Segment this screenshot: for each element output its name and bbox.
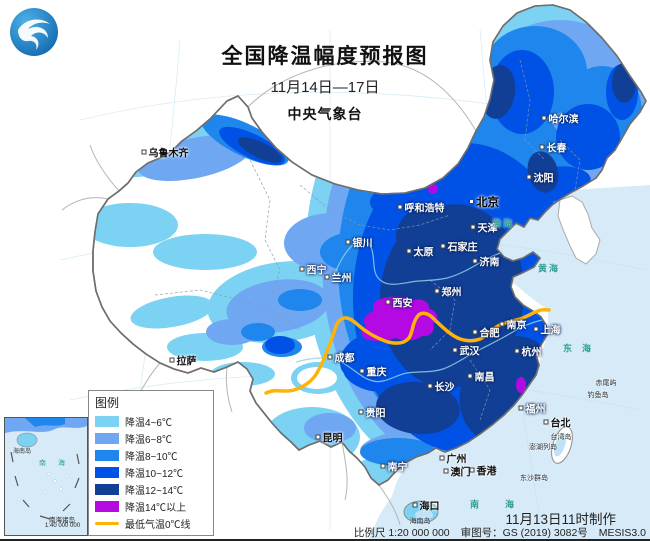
china-border (92, 4, 647, 486)
legend-label: 降温4~6℃ (125, 418, 172, 429)
legend-title: 图例 (95, 396, 120, 410)
review-number: 审图号：GS (2019) 3082号 (460, 527, 588, 539)
legend-item: 降温10~12℃ (95, 464, 207, 481)
system-name: MESIS3.0 (598, 527, 646, 539)
legend-box: 图例 降温4~6℃ 降温6~8℃ 降温8~10℃ 降温10~12℃ 降温12~14℃ 降温… (88, 390, 214, 536)
legend-item: 降温14℃以上 (95, 498, 207, 515)
neighbor-borders (61, 60, 477, 526)
made-at-timestamp: 11月13日11时制作 (505, 512, 616, 527)
islands (403, 426, 573, 524)
cma-logo (8, 6, 60, 58)
legend-label: 降温12~14℃ (125, 486, 184, 497)
legend-rows: 降温4~6℃ 降温6~8℃ 降温8~10℃ 降温10~12℃ 降温12~14℃ 降温14℃… (95, 413, 207, 532)
legend-swatch (95, 433, 119, 444)
legend-item: 降温4~6℃ (95, 413, 207, 430)
legend-label: 降温8~10℃ (125, 452, 178, 463)
legend-item: 降温8~10℃ (95, 447, 207, 464)
legend-swatch (95, 501, 119, 512)
legend-swatch (95, 467, 119, 478)
legend-label: 降温14℃以上 (125, 503, 187, 514)
legend-zero-line-item: 最低气温0℃线 (95, 515, 207, 532)
legend-swatch (95, 450, 119, 461)
legend-swatch (95, 484, 119, 495)
legend-swatch (95, 416, 119, 427)
rivers (295, 239, 543, 383)
sea-area (368, 185, 650, 539)
legend-item: 降温6~8℃ (95, 430, 207, 447)
inset-map (5, 418, 87, 535)
scale-note: 比例尺 1:20 000 000 (353, 527, 450, 539)
legend-label: 降温6~8℃ (125, 435, 172, 446)
legend-zero-line-label: 最低气温0℃线 (125, 520, 191, 531)
zero-degree-line (264, 308, 551, 395)
korea-land (557, 195, 601, 265)
footer-line: 比例尺 1:20 000 000 审图号：GS (2019) 3082号 MES… (346, 525, 646, 539)
legend-label: 降温10~12℃ (125, 469, 184, 480)
legend-zero-line-swatch (95, 522, 119, 525)
south-china-sea-inset: 海南岛 南 海 南海诸岛 1:40 000 000 (4, 417, 88, 536)
legend-item: 降温12~14℃ (95, 481, 207, 498)
